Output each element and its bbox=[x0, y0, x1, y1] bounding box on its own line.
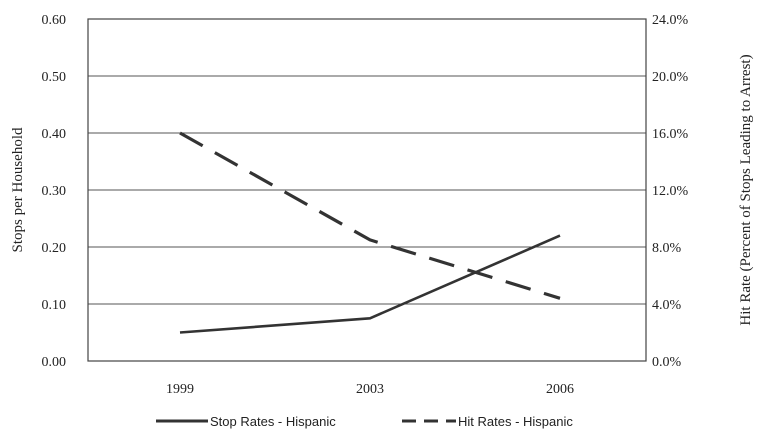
x-tick-label: 2003 bbox=[356, 382, 384, 397]
series-line-stop-rates bbox=[179, 234, 561, 334]
left-tick-label: 0.30 bbox=[42, 184, 67, 199]
right-axis-title: Hit Rate (Percent of Stops Leading to Ar… bbox=[738, 54, 754, 325]
left-axis-title: Stops per Household bbox=[10, 127, 26, 252]
right-tick-label: 12.0% bbox=[652, 184, 689, 199]
left-tick-label: 0.10 bbox=[42, 298, 67, 313]
right-tick-label: 4.0% bbox=[652, 298, 682, 313]
right-tick-label: 24.0% bbox=[652, 13, 689, 28]
left-axis-ticks: 0.00 0.10 0.20 0.30 0.40 0.50 0.60 bbox=[42, 13, 67, 370]
right-tick-label: 16.0% bbox=[652, 127, 689, 142]
left-tick-label: 0.60 bbox=[42, 13, 67, 28]
right-tick-label: 0.0% bbox=[652, 355, 682, 370]
gridlines bbox=[88, 75, 646, 305]
right-axis-ticks: 0.0% 4.0% 8.0% 12.0% 16.0% 20.0% 24.0% bbox=[652, 13, 689, 370]
plot-frame bbox=[87, 18, 647, 362]
left-tick-label: 0.50 bbox=[42, 70, 67, 85]
left-tick-label: 0.40 bbox=[42, 127, 67, 142]
series-line-hit-rates bbox=[179, 131, 561, 300]
left-tick-label: 0.00 bbox=[42, 355, 67, 370]
x-axis-ticks: 1999 2003 2006 bbox=[166, 382, 574, 397]
x-tick-label: 2006 bbox=[546, 382, 574, 397]
right-tick-label: 20.0% bbox=[652, 70, 689, 85]
legend: Stop Rates - Hispanic Hit Rates - Hispan… bbox=[156, 414, 573, 429]
legend-label-hit-rates: Hit Rates - Hispanic bbox=[458, 414, 573, 429]
right-tick-label: 8.0% bbox=[652, 241, 682, 256]
series-lines bbox=[179, 131, 561, 334]
x-tick-label: 1999 bbox=[166, 382, 194, 397]
left-tick-label: 0.20 bbox=[42, 241, 67, 256]
legend-label-stop-rates: Stop Rates - Hispanic bbox=[210, 414, 336, 429]
